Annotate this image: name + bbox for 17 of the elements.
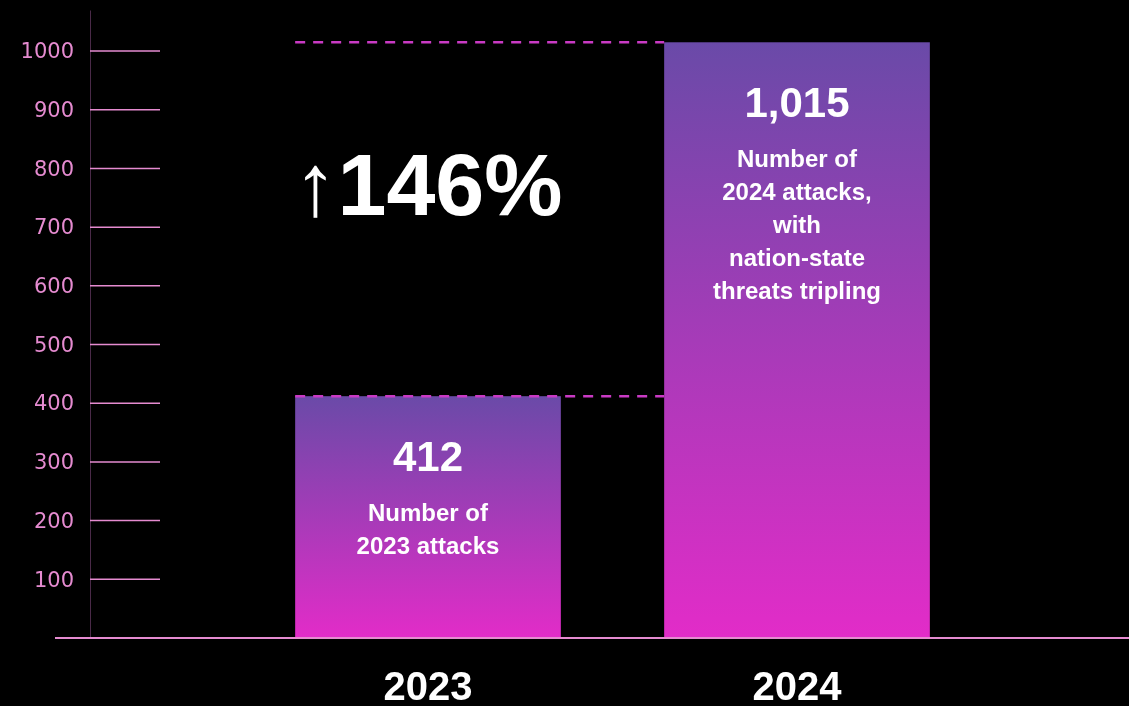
data-label: 1,015	[744, 79, 850, 127]
y-tick-label: 400	[33, 391, 74, 416]
y-tick-label: 200	[33, 508, 74, 533]
x-tick-label: 2024	[752, 664, 843, 706]
x-tick-label: 2023	[383, 664, 473, 706]
annotation: Number of 2024 attacks, with nation-state threats tripling	[712, 145, 882, 305]
y-tick-label: 300	[33, 450, 74, 475]
y-tick-label: 500	[33, 332, 74, 357]
annotation: ↑146%	[293, 135, 563, 234]
y-tick-label: 100	[33, 567, 74, 592]
y-tick-label: 1000	[20, 39, 74, 64]
annotation: Number of 2023 attacks	[356, 499, 500, 560]
data-label: 412	[392, 433, 464, 481]
y-tick-label: 600	[33, 274, 74, 299]
y-tick-label: 900	[33, 98, 74, 122]
y-tick-label: 800	[33, 156, 74, 181]
y-tick-label: 700	[33, 215, 74, 240]
